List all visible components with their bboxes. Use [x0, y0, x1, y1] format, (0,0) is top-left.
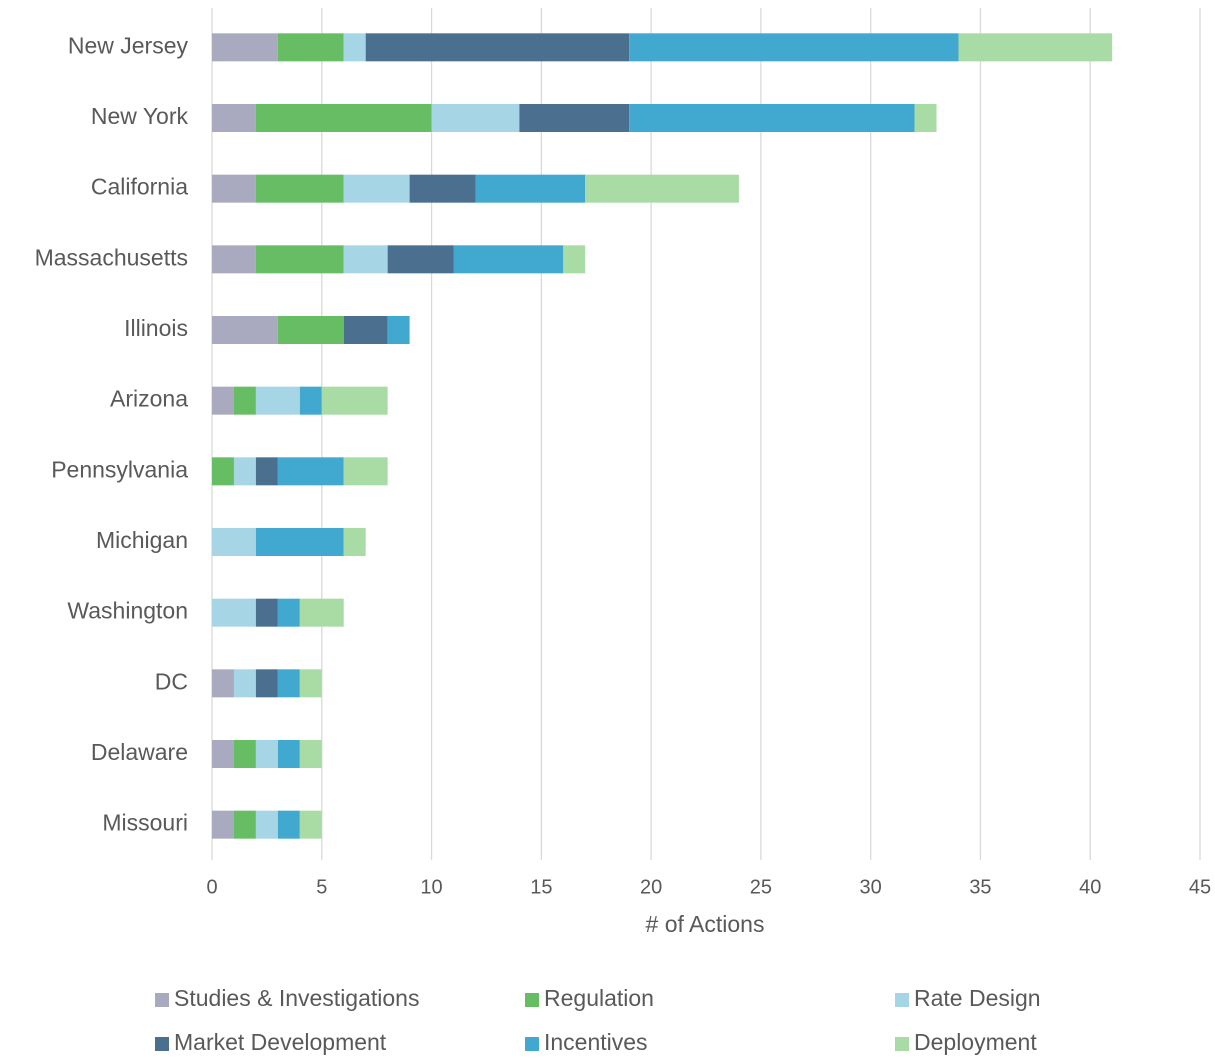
- bar-segment: [343, 528, 366, 556]
- x-tick-label: 40: [1079, 876, 1101, 898]
- bar-segment: [277, 669, 300, 698]
- bar-segment: [212, 669, 234, 698]
- y-tick-label: California: [91, 174, 188, 200]
- bar-segment: [255, 598, 278, 627]
- x-tick-label: 0: [206, 876, 217, 898]
- x-tick-label: 5: [316, 876, 327, 898]
- legend-swatch: [525, 1037, 539, 1051]
- bar-segment: [475, 174, 586, 203]
- bar-segment: [212, 810, 234, 839]
- bar-segment: [277, 316, 344, 344]
- bar-segment: [212, 740, 234, 768]
- bar-segment: [212, 598, 256, 627]
- y-tick-label: New York: [91, 103, 189, 129]
- bar-segment: [519, 104, 630, 132]
- bar-segment: [255, 386, 300, 415]
- bar-segment: [299, 669, 322, 698]
- y-tick-label: Michigan: [96, 527, 188, 553]
- y-tick-label: Massachusetts: [35, 244, 188, 270]
- bar-segment: [277, 598, 300, 627]
- bar-segment: [277, 33, 344, 62]
- legend-swatch: [155, 993, 169, 1007]
- x-axis-label: # of Actions: [646, 911, 765, 937]
- x-tick-label: 35: [969, 876, 991, 898]
- bar-segment: [212, 33, 278, 62]
- legend-label: Deployment: [914, 1029, 1037, 1055]
- bar-segment: [277, 457, 344, 486]
- bar-segment: [387, 245, 454, 274]
- bar-segment: [365, 33, 630, 62]
- bar-segment: [343, 316, 388, 344]
- bar-segment: [212, 245, 256, 274]
- bar-segment: [212, 386, 234, 415]
- legend-swatch: [895, 993, 909, 1007]
- bar-segment: [233, 810, 256, 839]
- y-tick-label: Missouri: [102, 810, 188, 836]
- x-tick-label: 45: [1189, 876, 1211, 898]
- y-tick-label: Pennsylvania: [51, 456, 188, 482]
- x-tick-label: 20: [640, 876, 662, 898]
- bar-segment: [914, 104, 937, 132]
- legend-swatch: [155, 1037, 169, 1051]
- bar-segment: [409, 174, 476, 203]
- bar-segment: [255, 174, 344, 203]
- y-tick-label: DC: [155, 668, 188, 694]
- bar-segment: [212, 174, 256, 203]
- bar-segment: [343, 33, 366, 62]
- bar-segment: [212, 457, 234, 486]
- legend-label: Regulation: [544, 985, 654, 1011]
- bar-segment: [629, 33, 959, 62]
- bar-segment: [431, 104, 520, 132]
- bar-segment: [277, 740, 300, 768]
- legend-swatch: [895, 1037, 909, 1051]
- bar-segment: [343, 245, 388, 274]
- x-tick-label: 15: [530, 876, 552, 898]
- legend-label: Rate Design: [914, 985, 1041, 1011]
- bar-segment: [233, 669, 256, 698]
- bar-segment: [321, 386, 388, 415]
- legend-label: Incentives: [544, 1029, 648, 1055]
- bar-segment: [255, 457, 278, 486]
- y-tick-label: Washington: [67, 598, 188, 624]
- bar-segment: [585, 174, 739, 203]
- bar-segment: [255, 669, 278, 698]
- bar-segment: [299, 810, 322, 839]
- bar-segment: [958, 33, 1113, 62]
- x-tick-label: 10: [420, 876, 442, 898]
- x-tick-label: 25: [750, 876, 772, 898]
- bar-segment: [255, 810, 278, 839]
- y-tick-label: Illinois: [124, 315, 188, 341]
- legend-swatch: [525, 993, 539, 1007]
- bar-segment: [453, 245, 564, 274]
- legend-label: Studies & Investigations: [174, 985, 419, 1011]
- bar-segment: [299, 598, 344, 627]
- bar-segment: [299, 740, 322, 768]
- bar-segment: [255, 104, 432, 132]
- bar-segment: [299, 386, 322, 415]
- bar-segment: [255, 528, 344, 556]
- y-tick-label: New Jersey: [68, 32, 189, 58]
- bar-segment: [233, 740, 256, 768]
- x-tick-label: 30: [860, 876, 882, 898]
- bar-segment: [343, 457, 388, 486]
- bar-segment: [343, 174, 410, 203]
- bar-segment: [563, 245, 586, 274]
- bar-segment: [255, 740, 278, 768]
- bar-segment: [255, 245, 344, 274]
- bar-segment: [387, 316, 410, 344]
- bar-segment: [212, 104, 256, 132]
- y-tick-label: Arizona: [110, 386, 188, 412]
- bar-segment: [277, 810, 300, 839]
- bar-segment: [212, 528, 256, 556]
- bar-segment: [233, 386, 256, 415]
- legend-label: Market Development: [174, 1029, 387, 1055]
- y-tick-label: Delaware: [91, 739, 188, 765]
- bar-segment: [212, 316, 278, 344]
- bar-segment: [233, 457, 256, 486]
- bar-segment: [629, 104, 915, 132]
